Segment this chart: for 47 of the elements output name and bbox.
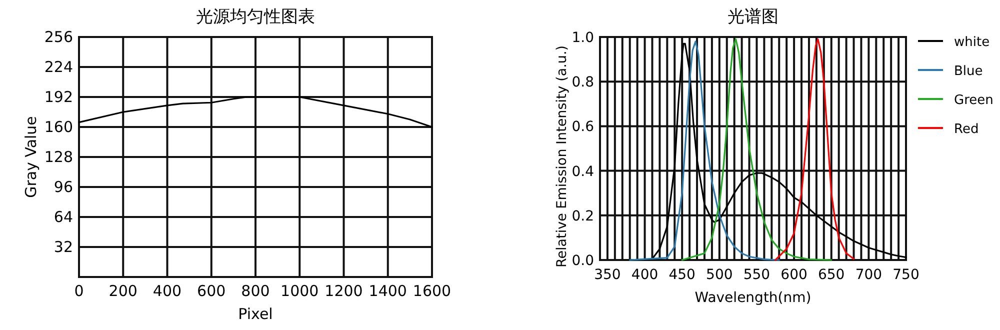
y-tick-label: 0.8 (572, 74, 594, 91)
line-series (78, 96, 433, 128)
y-tick-label: 0.2 (572, 208, 594, 224)
x-tick-label: 500 (706, 267, 733, 283)
x-tick-label: 400 (152, 282, 182, 300)
x-tick-label: 750 (892, 267, 920, 283)
legend-label: white (954, 35, 990, 50)
x-tick-label: 1000 (280, 282, 319, 300)
y-tick-label: 192 (44, 88, 73, 106)
x-tick-label: 600 (780, 267, 808, 283)
x-axis-title: Pixel (238, 305, 273, 323)
y-tick-label: 64 (54, 208, 73, 226)
legend-label: Blue (954, 64, 983, 79)
line-series (681, 38, 832, 261)
x-tick-label: 650 (818, 267, 845, 283)
x-tick-label: 350 (594, 267, 621, 283)
y-tick-label: 256 (44, 28, 73, 46)
line-series (629, 40, 780, 261)
x-tick-label: 550 (743, 267, 770, 283)
legend-label: Red (954, 122, 979, 137)
x-tick-label: 600 (197, 282, 226, 300)
x-tick-label: 800 (241, 282, 270, 300)
legend-label: Green (954, 93, 994, 108)
x-tick-label: 1600 (412, 282, 452, 300)
chart-title: 光谱图 (728, 7, 778, 27)
x-tick-label: 450 (668, 267, 696, 283)
x-tick-label: 400 (631, 267, 658, 283)
y-axis-title: Gray Value (22, 116, 40, 198)
x-tick-label: 700 (855, 267, 882, 283)
y-tick-label: 1.0 (572, 30, 594, 46)
line-series (644, 42, 907, 261)
line-series (774, 38, 855, 261)
x-tick-label: 1400 (368, 282, 407, 300)
y-tick-label: 160 (44, 118, 73, 136)
x-tick-label: 200 (108, 282, 138, 300)
y-axis-title: Relative Emission Intensity (a.u.) (554, 45, 570, 268)
x-tick-label: 0 (74, 282, 84, 300)
y-tick-label: 224 (44, 58, 73, 76)
y-tick-label: 0.0 (572, 253, 594, 269)
x-axis-title: Wavelength(nm) (694, 290, 812, 306)
chart-title: 光源均匀性图表 (196, 7, 315, 27)
y-tick-label: 0.4 (572, 164, 594, 180)
y-tick-label: 128 (44, 148, 73, 166)
y-tick-label: 0.6 (572, 119, 594, 136)
y-tick-label: 32 (54, 238, 73, 256)
x-tick-label: 1200 (324, 282, 363, 300)
y-tick-label: 96 (54, 178, 73, 196)
